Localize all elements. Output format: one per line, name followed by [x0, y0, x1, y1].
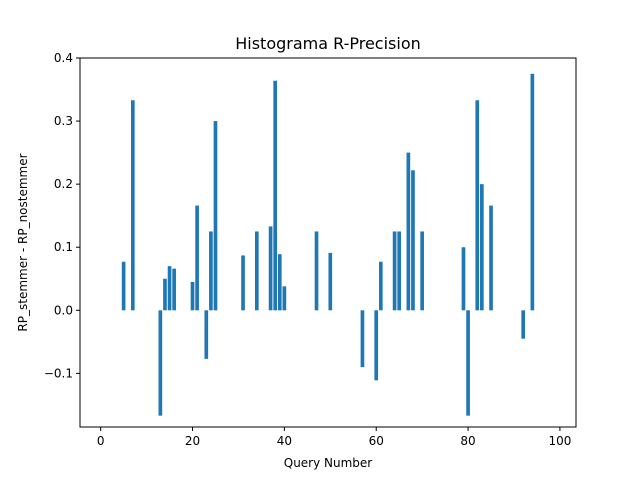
bar: [158, 310, 163, 416]
x-tick-label: 100: [548, 434, 571, 448]
x-tick-label: 40: [277, 434, 292, 448]
bar: [268, 226, 273, 311]
x-tick-label: 0: [97, 434, 105, 448]
bar: [213, 121, 218, 311]
plot-frame: [79, 57, 577, 428]
bar: [530, 73, 535, 311]
bar: [397, 231, 402, 311]
x-tick-label: 60: [369, 434, 384, 448]
bar: [277, 254, 282, 311]
bar: [130, 100, 135, 311]
y-axis-label: RP_stemmer - RP_nostemmer: [16, 153, 30, 331]
bar: [489, 205, 493, 311]
x-axis-ticks: 0 20 40 60 80 100: [97, 427, 571, 448]
chart-title: Histograma R-Precision: [235, 34, 421, 53]
x-tick-label: 20: [185, 434, 200, 448]
y-tick-label: 0.1: [54, 240, 73, 254]
bar: [163, 278, 167, 311]
bar: [282, 286, 287, 311]
y-tick-label: 0.3: [54, 114, 73, 128]
bar: [411, 170, 415, 311]
bar: [406, 152, 411, 311]
x-axis-label: Query Number: [284, 456, 373, 470]
bar: [420, 231, 424, 311]
bar: [190, 281, 195, 311]
bar: [328, 252, 333, 311]
y-tick-label: 0.4: [54, 51, 73, 65]
bar: [360, 310, 365, 368]
bar: [167, 266, 172, 311]
bar: [461, 247, 466, 311]
y-tick-label: 0.0: [54, 303, 73, 317]
bar: [195, 205, 199, 311]
bar: [204, 310, 209, 359]
bar: [254, 231, 259, 311]
bar: [521, 310, 526, 339]
bar: [241, 255, 245, 311]
bar: [172, 268, 176, 311]
bar: [209, 231, 213, 311]
bar: [121, 261, 126, 311]
y-axis-ticks: −0.1 0.0 0.1 0.2 0.3 0.4: [44, 51, 80, 380]
bar: [314, 231, 319, 311]
y-tick-label: −0.1: [44, 366, 73, 380]
bar: [466, 310, 470, 416]
bar: [378, 261, 383, 311]
y-tick-label: 0.2: [54, 177, 73, 191]
bar: [475, 100, 480, 311]
bar: [374, 310, 379, 381]
bar: [273, 80, 278, 311]
bars-group: [121, 73, 535, 416]
bar: [392, 231, 397, 311]
x-tick-label: 80: [460, 434, 475, 448]
bar: [480, 184, 484, 311]
